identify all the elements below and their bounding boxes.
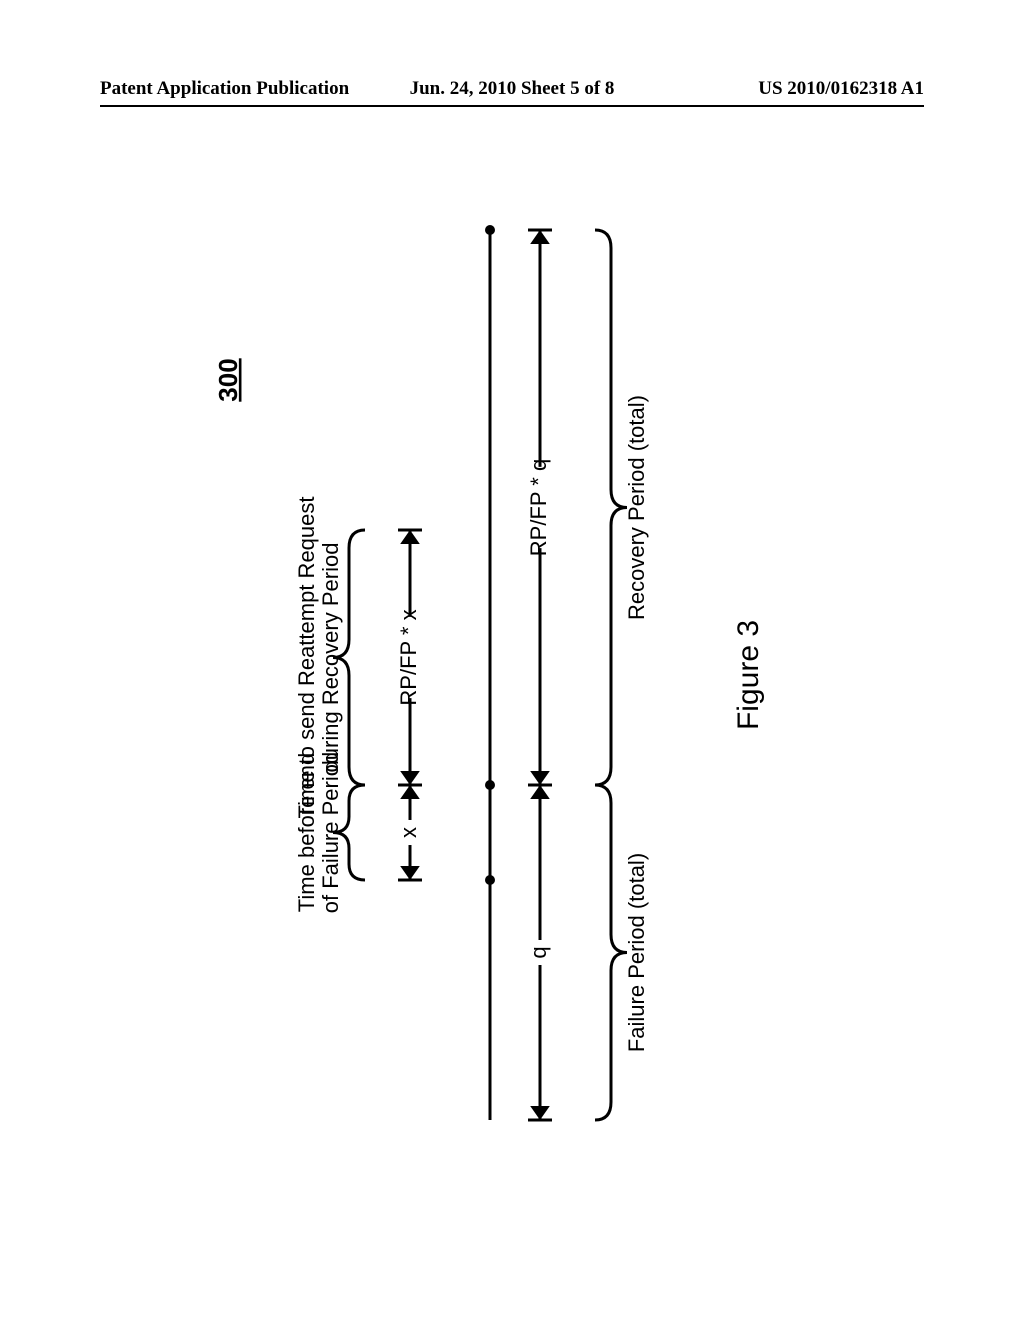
header-left-text: Patent Application Publication xyxy=(100,78,349,100)
svg-text:RP/FP * q: RP/FP * q xyxy=(526,459,551,556)
svg-text:of Failure Period: of Failure Period xyxy=(318,752,343,913)
svg-text:during Recovery Period: during Recovery Period xyxy=(318,543,343,773)
header-center-text: Jun. 24, 2010 Sheet 5 of 8 xyxy=(410,78,615,100)
svg-text:x: x xyxy=(396,827,421,838)
header-rule xyxy=(100,105,924,107)
header-right-text: US 2010/0162318 A1 xyxy=(758,78,924,100)
svg-text:Failure Period (total): Failure Period (total) xyxy=(624,853,649,1052)
svg-text:q: q xyxy=(526,946,551,958)
figure-svg: 300Time before endof Failure PeriodTime … xyxy=(110,170,870,1180)
svg-text:Recovery Period (total): Recovery Period (total) xyxy=(624,395,649,620)
svg-text:Time to send Reattempt Request: Time to send Reattempt Request xyxy=(294,496,319,818)
svg-text:300: 300 xyxy=(213,358,243,401)
figure-stage: 300Time before endof Failure PeriodTime … xyxy=(110,170,870,1180)
page: Patent Application Publication Jun. 24, … xyxy=(0,0,1024,1320)
svg-text:RP/FP * x: RP/FP * x xyxy=(396,609,421,705)
svg-text:Figure 3: Figure 3 xyxy=(732,620,765,730)
